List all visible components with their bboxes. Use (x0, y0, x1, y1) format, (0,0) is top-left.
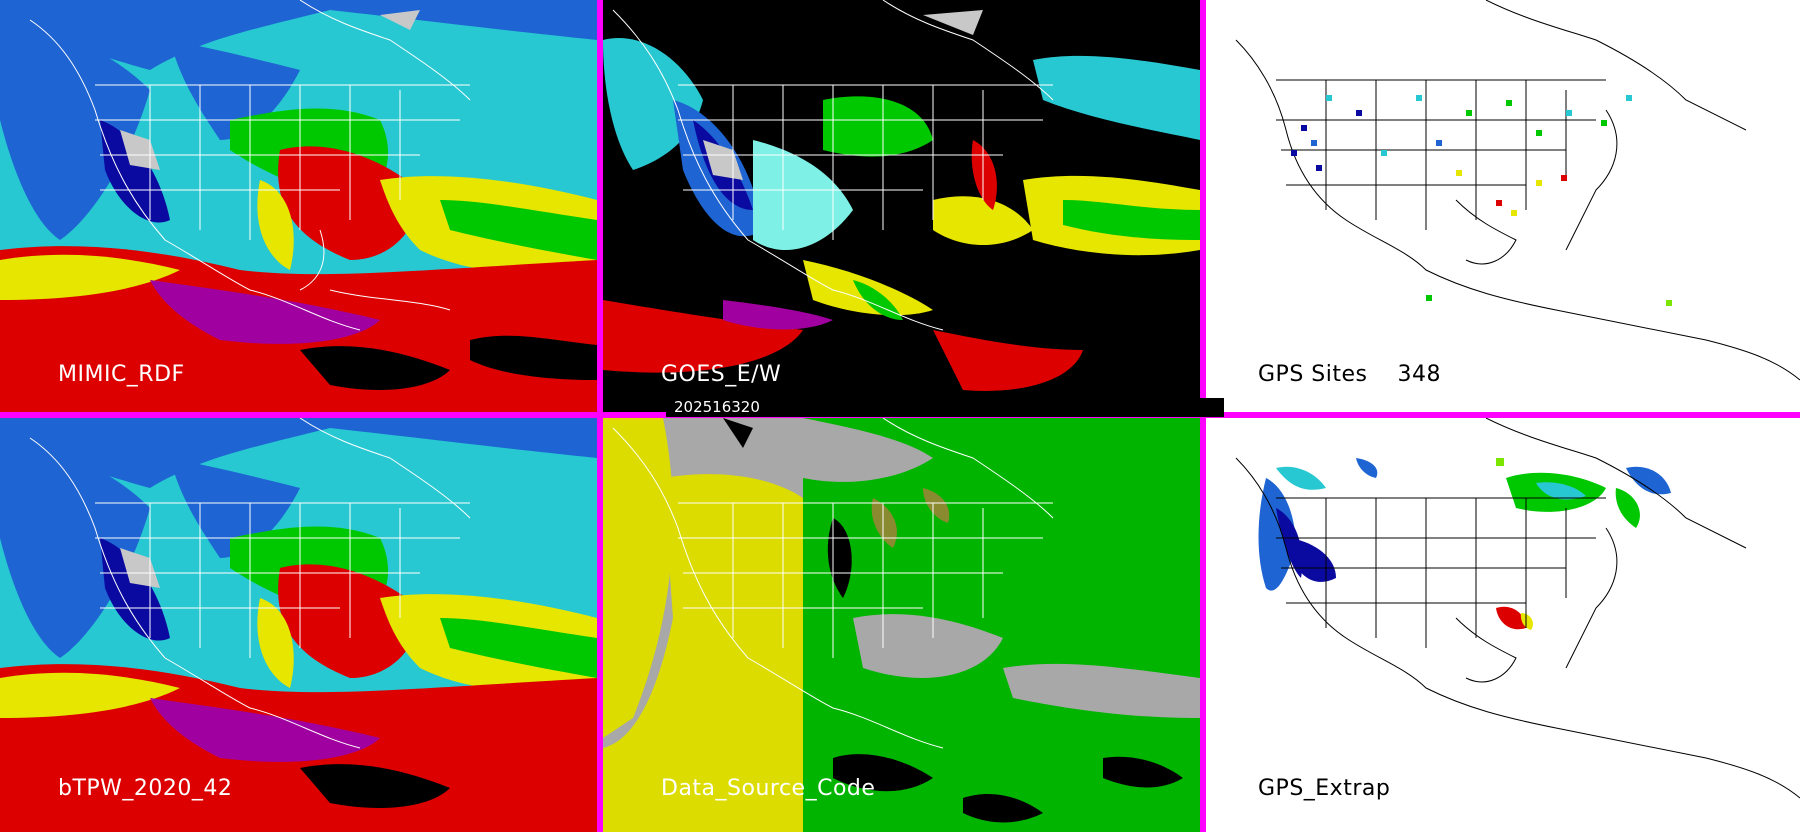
panel-btpw: bTPW_2020_42 (0, 418, 597, 832)
panel-label: MIMIC_RDF (58, 362, 185, 387)
goes-ew-map (603, 0, 1200, 412)
btpw-map (0, 418, 597, 832)
panel-label: GOES_E/W (661, 362, 782, 387)
panel-goes-ew: GOES_E/W (603, 0, 1200, 412)
panel-label: GPS_Extrap (1258, 776, 1391, 801)
timestamp-bar: 202516320 (666, 398, 1224, 417)
data-source-code-map (603, 418, 1200, 832)
panel-label: Data_Source_Code (661, 776, 876, 801)
panel-label: bTPW_2020_42 (58, 776, 233, 801)
panel-gps-sites: GPS Sites 348 (1206, 0, 1800, 412)
gps-site-markers (1291, 95, 1672, 306)
panel-data-source-code: Data_Source_Code (603, 418, 1200, 832)
panel-label: GPS Sites 348 (1258, 362, 1441, 387)
gps-sites-map (1206, 0, 1800, 412)
panel-gps-extrap: GPS_Extrap (1206, 418, 1800, 832)
panel-mimic-rdf: MIMIC_RDF (0, 0, 597, 412)
mimic-rdf-map (0, 0, 597, 412)
gps-extrap-map (1206, 418, 1800, 832)
